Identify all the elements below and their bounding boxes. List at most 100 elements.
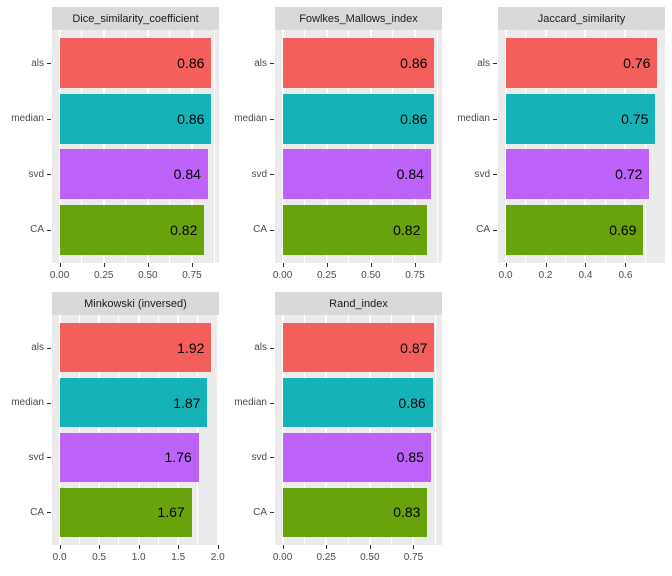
x-axis: 0.0 0.2 0.4 0.6 bbox=[498, 263, 665, 285]
gridline-minor bbox=[348, 30, 350, 263]
gridline-major bbox=[281, 30, 284, 263]
x-tick-mark bbox=[282, 545, 284, 549]
y-category-label: median bbox=[11, 397, 44, 409]
x-tick-mark bbox=[103, 263, 105, 267]
x-axis: 0.00 0.25 0.50 0.75 bbox=[273, 545, 442, 567]
gridline-minor bbox=[125, 30, 127, 263]
y-category-label: median bbox=[234, 113, 267, 125]
y-tick-mark bbox=[493, 118, 497, 120]
y-category-label: median bbox=[11, 113, 44, 125]
x-tick-mark bbox=[625, 263, 627, 267]
bar-svd bbox=[59, 149, 208, 200]
y-category-label: svd bbox=[28, 451, 44, 463]
gridline-major bbox=[58, 30, 61, 263]
gridline-major bbox=[216, 315, 219, 545]
bar-als bbox=[505, 38, 658, 89]
y-tick-mark bbox=[47, 512, 51, 514]
bar-value-label: 0.86 bbox=[400, 55, 428, 72]
x-tick-label: 0.50 bbox=[138, 270, 158, 281]
bar-als bbox=[59, 38, 212, 89]
y-tick-mark bbox=[270, 229, 274, 231]
x-tick-label: 1.5 bbox=[171, 552, 186, 563]
x-tick-label: 0.25 bbox=[316, 552, 336, 563]
facet-title: Fowlkes_Mallows_index bbox=[299, 12, 418, 25]
y-tick-mark bbox=[47, 457, 51, 459]
x-tick-mark bbox=[370, 263, 372, 267]
bar-value-label: 1.67 bbox=[157, 504, 185, 521]
x-tick-mark bbox=[585, 263, 587, 267]
x-tick-label: 0.25 bbox=[93, 270, 114, 281]
y-category-label: CA bbox=[253, 224, 267, 236]
gridline-major bbox=[58, 315, 61, 545]
facet-title: Rand_index bbox=[329, 297, 388, 310]
gridline-minor bbox=[391, 315, 393, 545]
x-tick-label: 0.0 bbox=[498, 270, 513, 281]
gridline-major bbox=[190, 30, 193, 263]
x-tick-mark bbox=[505, 263, 507, 267]
bar-CA bbox=[59, 204, 205, 255]
y-category-label: svd bbox=[251, 168, 267, 180]
x-tick-label: 0.75 bbox=[403, 552, 424, 563]
x-tick-label: 0.00 bbox=[272, 270, 293, 281]
gridline-minor bbox=[347, 315, 349, 545]
bar-value-label: 0.82 bbox=[393, 221, 421, 238]
gridline-major bbox=[102, 30, 105, 263]
bar-value-label: 0.76 bbox=[623, 55, 651, 72]
gridline-minor bbox=[197, 315, 199, 545]
gridline-major bbox=[544, 30, 547, 263]
x-tick-mark bbox=[282, 263, 284, 267]
y-category-label: median bbox=[234, 397, 267, 409]
gridline-major bbox=[137, 315, 140, 545]
y-category-label: als bbox=[31, 342, 44, 354]
bar-value-label: 0.72 bbox=[615, 166, 643, 183]
gridline-minor bbox=[303, 315, 305, 545]
bar-CA bbox=[282, 487, 428, 537]
x-tick-mark bbox=[59, 263, 61, 267]
bar-value-label: 0.75 bbox=[621, 110, 649, 127]
gridline-minor bbox=[78, 315, 80, 545]
gridline-major bbox=[504, 30, 507, 263]
y-axis-labels: als median svd CA bbox=[0, 30, 52, 263]
x-tick-mark bbox=[326, 263, 328, 267]
bar-svd bbox=[282, 432, 431, 483]
y-category-label: svd bbox=[474, 168, 490, 180]
bar-als bbox=[282, 323, 435, 373]
y-tick-mark bbox=[47, 402, 51, 404]
x-axis: 0.00 0.25 0.50 0.75 bbox=[273, 263, 442, 285]
bar-value-label: 1.76 bbox=[164, 449, 192, 466]
y-category-label: CA bbox=[476, 224, 490, 236]
bar-value-label: 1.92 bbox=[177, 339, 205, 356]
x-tick-mark bbox=[326, 545, 328, 549]
bar-value-label: 0.86 bbox=[398, 394, 426, 411]
bar-value-label: 0.83 bbox=[393, 504, 421, 521]
y-category-label: CA bbox=[253, 506, 267, 518]
bar-CA bbox=[505, 204, 644, 255]
gridline-major bbox=[624, 30, 627, 263]
gridline-minor bbox=[565, 30, 567, 263]
y-tick-mark bbox=[47, 229, 51, 231]
bar-value-label: 0.86 bbox=[177, 110, 205, 127]
gridline-minor bbox=[392, 30, 394, 263]
gridline-minor bbox=[213, 30, 215, 263]
x-tick-mark bbox=[99, 545, 101, 549]
gridline-minor bbox=[157, 315, 159, 545]
x-tick-label: 0.5 bbox=[92, 552, 107, 563]
bar-als bbox=[59, 323, 212, 373]
bar-value-label: 0.86 bbox=[400, 110, 428, 127]
facet-strip: Fowlkes_Mallows_index bbox=[275, 7, 442, 30]
facet-strip: Minkowski (inversed) bbox=[52, 292, 219, 315]
x-tick-mark bbox=[414, 263, 416, 267]
bar-value-label: 1.87 bbox=[173, 394, 201, 411]
y-axis-labels: als median svd CA bbox=[446, 30, 498, 263]
y-category-label: svd bbox=[251, 451, 267, 463]
x-tick-mark bbox=[369, 545, 371, 549]
x-tick-mark bbox=[59, 545, 61, 549]
x-tick-label: 2.0 bbox=[210, 552, 225, 563]
bar-svd bbox=[505, 149, 650, 200]
bar-value-label: 0.84 bbox=[173, 166, 201, 183]
x-axis: 0.0 0.5 1.0 1.5 2.0 bbox=[52, 545, 225, 567]
plot-panel: 0.87 0.86 0.85 0.83 bbox=[275, 315, 442, 545]
y-tick-mark bbox=[270, 63, 274, 65]
y-category-label: median bbox=[457, 113, 490, 125]
facet-title: Dice_similarity_coefficient bbox=[72, 12, 199, 25]
